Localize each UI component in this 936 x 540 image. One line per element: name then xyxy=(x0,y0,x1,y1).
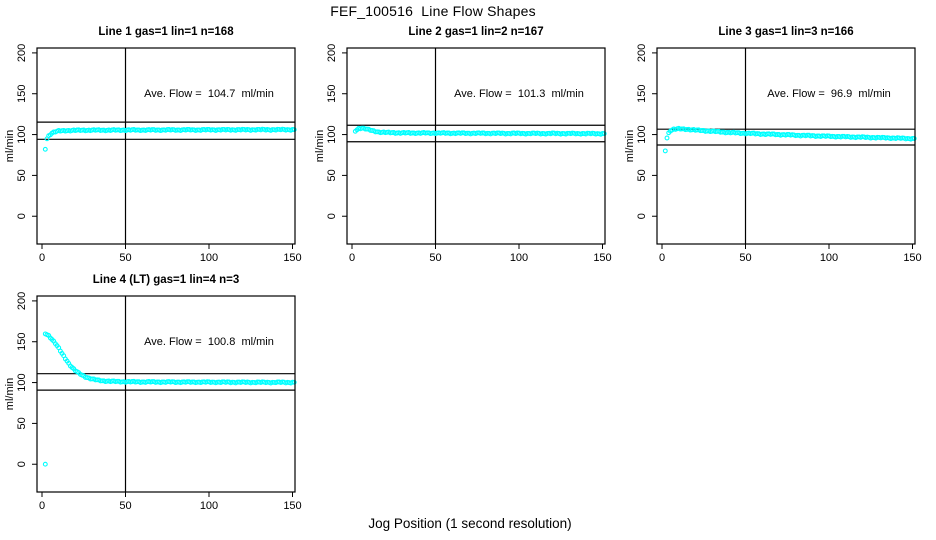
x-axis-ticks: 0 50 100 150 xyxy=(39,244,302,264)
x-tick-label: 100 xyxy=(200,252,218,264)
y-tick-label: 150 xyxy=(636,85,648,103)
x-tick-label: 50 xyxy=(429,252,441,264)
subplot-line-3: 0 50 100 150 0 50 100 150 200 Line 3 gas=1 lin=3… xyxy=(620,20,932,272)
y-tick-label: 100 xyxy=(16,373,28,391)
x-axis-ticks: 0 50 100 150 xyxy=(659,244,922,264)
y-axis-label: ml/min xyxy=(4,129,16,163)
plot-box xyxy=(656,47,916,245)
x-tick-label: 150 xyxy=(283,252,301,264)
x-tick-label: 50 xyxy=(119,500,131,512)
y-tick-label: 100 xyxy=(636,125,648,143)
y-tick-label: 150 xyxy=(16,85,28,103)
x-tick-label: 100 xyxy=(510,252,528,264)
outlier-points xyxy=(42,461,48,467)
plot-box xyxy=(36,295,296,493)
x-tick-label: 0 xyxy=(349,252,355,264)
plot-area: 0 50 100 150 0 50 100 150 200 xyxy=(16,292,302,512)
subplot-line-2: 0 50 100 150 0 50 100 150 200 Line 2 gas=1 lin=2… xyxy=(310,20,622,272)
plot-box xyxy=(36,47,296,245)
y-axis-label: ml/min xyxy=(4,377,16,411)
y-axis-ticks: 0 50 100 150 200 xyxy=(16,44,37,219)
outlier-points xyxy=(352,128,358,134)
y-tick-label: 200 xyxy=(326,44,338,62)
data-point xyxy=(664,135,670,141)
x-tick-label: 150 xyxy=(283,500,301,512)
subplot-title: Line 2 gas=1 lin=2 n=167 xyxy=(408,26,544,38)
plot-area: 0 50 100 150 0 50 100 150 200 xyxy=(326,44,612,264)
outlier-point xyxy=(42,461,48,467)
x-tick-label: 150 xyxy=(593,252,611,264)
data-points xyxy=(354,125,607,137)
subplot-line-1: 0 50 100 150 0 50 100 150 200 Line 1 gas=1 lin=1… xyxy=(0,20,312,272)
y-tick-label: 0 xyxy=(16,461,28,467)
x-axis-ticks: 0 50 100 150 xyxy=(39,492,302,512)
data-point xyxy=(291,127,297,133)
outlier-point xyxy=(662,148,668,154)
x-tick-label: 0 xyxy=(39,500,45,512)
y-axis-ticks: 0 50 100 150 200 xyxy=(16,292,37,467)
plot-box xyxy=(346,47,606,245)
subplot-title: Line 4 (LT) gas=1 lin=4 n=3 xyxy=(92,274,240,286)
y-axis-ticks: 0 50 100 150 200 xyxy=(636,44,657,219)
outlier-points xyxy=(42,146,48,152)
y-tick-label: 150 xyxy=(16,333,28,351)
subplot-title: Line 3 gas=1 lin=3 n=166 xyxy=(718,26,854,38)
x-axis-label: Jog Position (1 second resolution) xyxy=(368,516,572,531)
reference-lines xyxy=(657,48,915,244)
ave-flow-annotation: Ave. Flow = 96.9 ml/min xyxy=(767,88,891,100)
reference-lines xyxy=(37,48,295,244)
x-tick-label: 0 xyxy=(659,252,665,264)
data-points xyxy=(44,126,297,142)
y-tick-label: 50 xyxy=(16,417,28,429)
outlier-point xyxy=(42,146,48,152)
ave-flow-annotation: Ave. Flow = 104.7 ml/min xyxy=(144,88,274,100)
data-points xyxy=(664,125,917,142)
y-tick-label: 150 xyxy=(326,85,338,103)
y-tick-label: 0 xyxy=(636,213,648,219)
outlier-points xyxy=(662,148,668,154)
y-axis-label: ml/min xyxy=(314,129,326,163)
reference-lines xyxy=(347,48,605,244)
x-axis-ticks: 0 50 100 150 xyxy=(349,244,612,264)
y-tick-label: 200 xyxy=(16,292,28,310)
y-tick-label: 200 xyxy=(16,44,28,62)
y-tick-label: 0 xyxy=(16,213,28,219)
outlier-point xyxy=(352,128,358,134)
subplot-title: Line 1 gas=1 lin=1 n=168 xyxy=(98,26,234,38)
plot-area: 0 50 100 150 0 50 100 150 200 xyxy=(636,44,922,264)
y-tick-label: 200 xyxy=(636,44,648,62)
x-tick-label: 0 xyxy=(39,252,45,264)
plot-area: 0 50 100 150 0 50 100 150 200 xyxy=(16,44,302,264)
reference-lines xyxy=(37,296,295,492)
subplot-line-4: 0 50 100 150 0 50 100 150 200 Line 4 (LT) gas=1 … xyxy=(0,268,312,520)
y-tick-label: 50 xyxy=(636,169,648,181)
data-point xyxy=(911,136,917,141)
y-tick-label: 100 xyxy=(16,125,28,143)
x-tick-label: 50 xyxy=(119,252,131,264)
y-tick-label: 50 xyxy=(16,169,28,181)
data-points xyxy=(42,331,297,386)
data-point xyxy=(601,131,607,137)
ave-flow-annotation: Ave. Flow = 101.3 ml/min xyxy=(454,88,584,100)
y-tick-label: 50 xyxy=(326,169,338,181)
ave-flow-annotation: Ave. Flow = 100.8 ml/min xyxy=(144,336,274,348)
y-axis-label: ml/min xyxy=(624,129,636,163)
figure-title: FEF_100516 Line Flow Shapes xyxy=(330,3,536,19)
y-tick-label: 100 xyxy=(326,125,338,143)
x-tick-label: 50 xyxy=(739,252,751,264)
y-tick-label: 0 xyxy=(326,213,338,219)
x-tick-label: 150 xyxy=(903,252,921,264)
data-point xyxy=(291,379,297,385)
x-tick-label: 100 xyxy=(820,252,838,264)
y-axis-ticks: 0 50 100 150 200 xyxy=(326,44,347,219)
x-tick-label: 100 xyxy=(200,500,218,512)
